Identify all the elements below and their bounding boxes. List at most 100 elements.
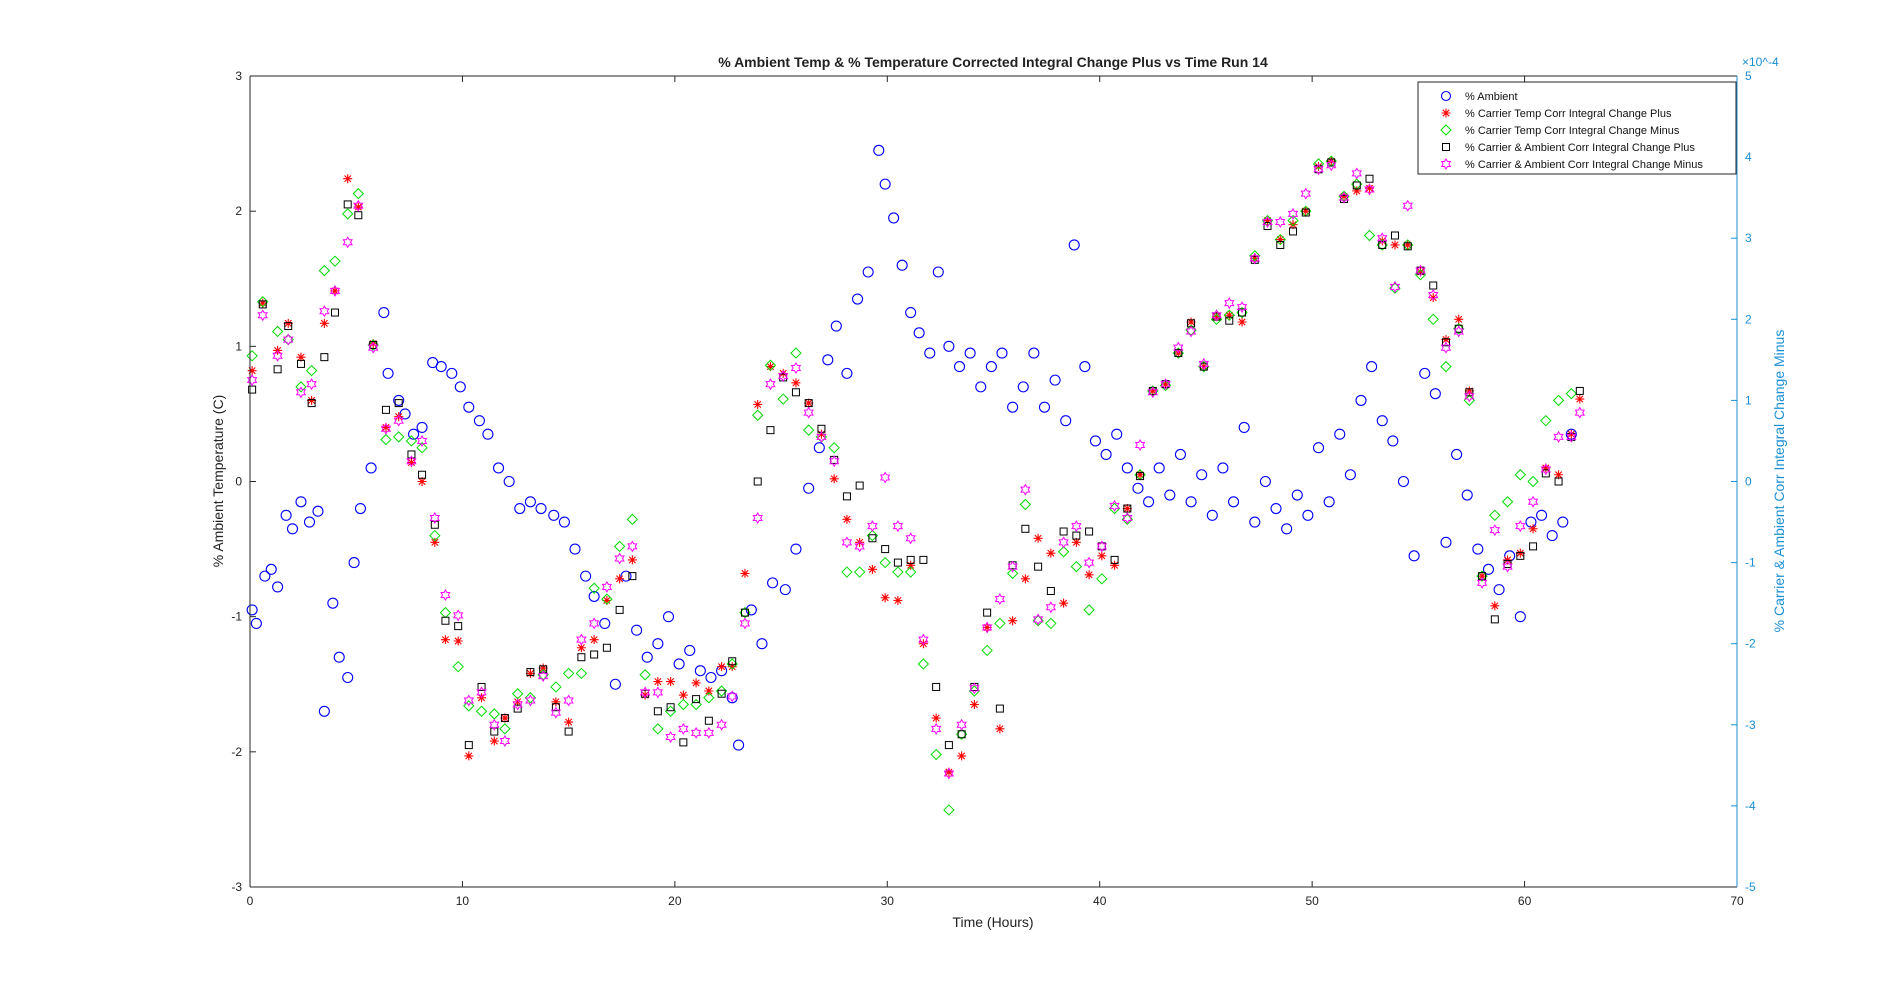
data-point bbox=[548, 509, 560, 521]
data-point bbox=[740, 608, 749, 617]
data-point bbox=[1096, 573, 1108, 585]
data-point bbox=[790, 347, 802, 359]
data-point bbox=[652, 686, 664, 699]
data-point bbox=[803, 406, 814, 419]
data-point bbox=[879, 178, 891, 190]
data-point bbox=[981, 621, 993, 634]
data-point bbox=[1275, 215, 1286, 228]
data-point bbox=[627, 555, 637, 565]
data-point bbox=[550, 706, 562, 719]
data-point bbox=[430, 520, 439, 529]
data-point bbox=[841, 566, 853, 578]
data-point bbox=[830, 320, 842, 332]
data-point bbox=[919, 555, 928, 564]
data-point bbox=[1515, 520, 1526, 533]
data-point bbox=[943, 340, 955, 352]
data-point bbox=[258, 298, 268, 308]
data-point bbox=[1289, 227, 1298, 236]
data-point bbox=[602, 595, 612, 605]
data-points bbox=[246, 144, 1585, 816]
data-point bbox=[575, 667, 588, 680]
data-point bbox=[1502, 560, 1513, 573]
series-1 bbox=[247, 156, 1585, 777]
data-point bbox=[705, 671, 717, 684]
y-tick-label: 2 bbox=[235, 204, 242, 218]
data-point bbox=[1059, 527, 1068, 536]
data-point bbox=[1217, 462, 1229, 474]
data-point bbox=[1109, 499, 1120, 512]
data-point bbox=[475, 705, 488, 717]
data-point bbox=[1186, 317, 1196, 327]
data-point bbox=[1017, 381, 1029, 393]
data-point bbox=[1097, 542, 1106, 551]
data-point bbox=[564, 727, 573, 736]
data-point bbox=[765, 362, 775, 372]
data-point bbox=[1515, 548, 1525, 558]
data-point bbox=[1136, 472, 1145, 481]
data-point bbox=[615, 574, 625, 584]
data-point bbox=[1225, 316, 1234, 325]
data-point bbox=[905, 306, 917, 319]
data-point bbox=[1263, 222, 1272, 231]
data-point bbox=[1211, 309, 1222, 322]
data-point bbox=[1045, 617, 1057, 630]
data-point bbox=[399, 408, 411, 420]
data-point bbox=[791, 388, 800, 397]
data-point bbox=[829, 474, 839, 484]
x-tick-label: 30 bbox=[881, 894, 895, 908]
data-point bbox=[330, 286, 340, 296]
data-point bbox=[896, 259, 908, 271]
data-point bbox=[1046, 548, 1056, 558]
data-point bbox=[1326, 159, 1337, 172]
legend-label: % Carrier Temp Corr Integral Change Minu… bbox=[1465, 125, 1680, 137]
data-point bbox=[1464, 390, 1475, 403]
data-point bbox=[739, 617, 751, 630]
data-point bbox=[841, 536, 853, 549]
data-point bbox=[975, 381, 987, 393]
data-point bbox=[964, 347, 976, 359]
data-point bbox=[1008, 616, 1018, 626]
legend-marker bbox=[1442, 143, 1450, 151]
data-point bbox=[1546, 530, 1558, 542]
data-point bbox=[539, 665, 548, 674]
data-point bbox=[613, 540, 626, 553]
data-point bbox=[1164, 489, 1176, 501]
data-point bbox=[1049, 374, 1061, 386]
data-point bbox=[756, 638, 768, 650]
data-point bbox=[343, 174, 353, 184]
data-point bbox=[1565, 387, 1578, 400]
data-point bbox=[452, 660, 464, 673]
data-point bbox=[550, 681, 562, 693]
data-point bbox=[1301, 208, 1310, 217]
data-point bbox=[981, 644, 993, 657]
data-point bbox=[733, 739, 745, 751]
data-point bbox=[1536, 509, 1548, 521]
data-point bbox=[1552, 394, 1565, 407]
data-point bbox=[295, 381, 307, 393]
data-point bbox=[535, 502, 547, 515]
data-point bbox=[855, 481, 864, 490]
data-point bbox=[380, 433, 392, 446]
data-point bbox=[1122, 512, 1133, 524]
data-point bbox=[463, 401, 475, 413]
data-point bbox=[753, 399, 763, 409]
data-point bbox=[790, 361, 802, 374]
data-point bbox=[1472, 543, 1484, 555]
data-point bbox=[1300, 187, 1311, 200]
data-point bbox=[492, 462, 505, 474]
data-point bbox=[1199, 362, 1209, 372]
data-point bbox=[1478, 572, 1487, 581]
data-point bbox=[513, 704, 522, 713]
data-point bbox=[930, 722, 942, 735]
data-point bbox=[405, 435, 418, 447]
y-tick-right-label: 5 bbox=[1745, 69, 1752, 83]
data-point bbox=[694, 665, 706, 677]
legend-marker bbox=[1440, 124, 1452, 136]
legend-items: % Ambient % Carrier Temp Corr Integral Ch… bbox=[1440, 90, 1703, 171]
data-point bbox=[1262, 215, 1273, 228]
data-point bbox=[393, 414, 404, 427]
data-point bbox=[666, 677, 676, 687]
data-point bbox=[490, 727, 499, 736]
data-point bbox=[392, 431, 405, 443]
data-point bbox=[452, 609, 464, 622]
